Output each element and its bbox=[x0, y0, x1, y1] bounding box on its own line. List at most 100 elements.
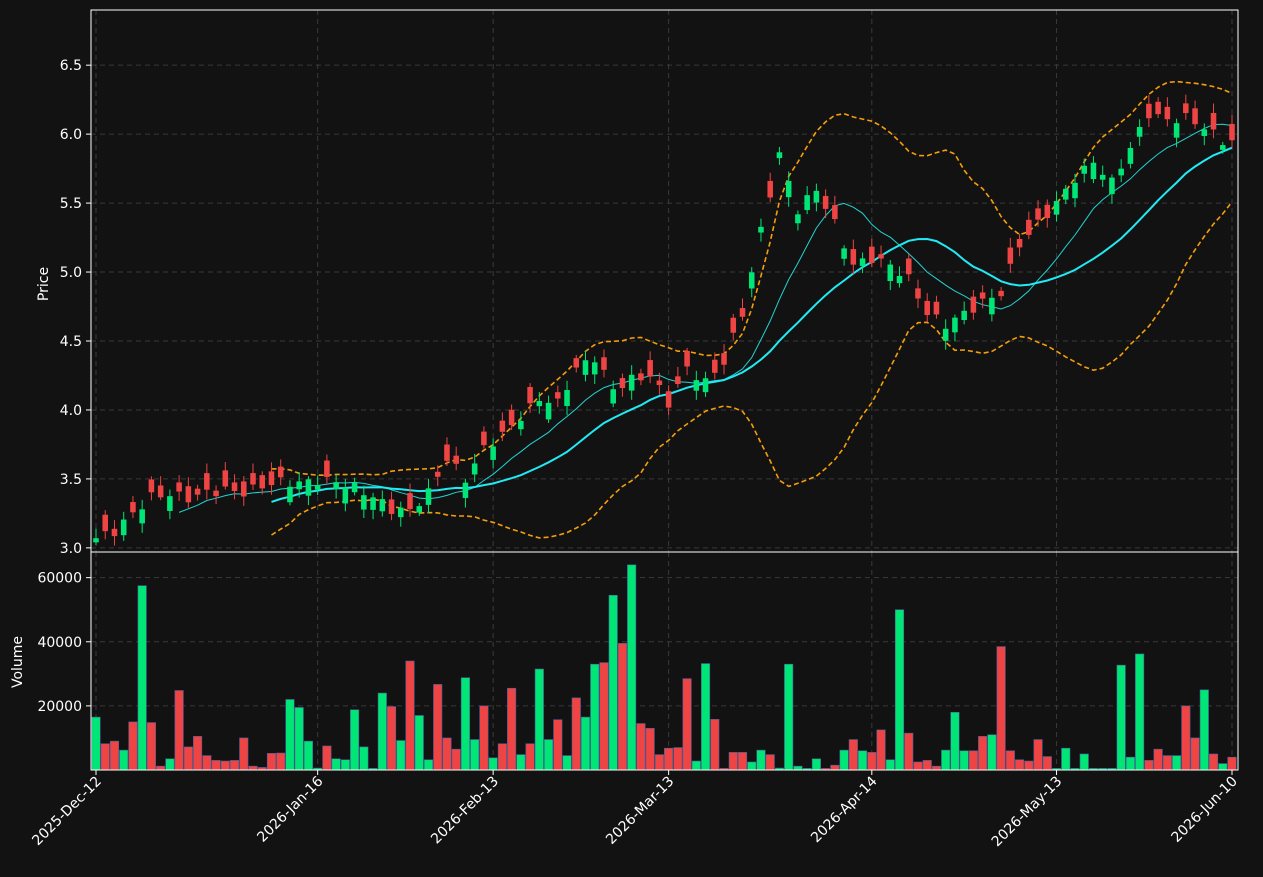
volume-tick-label: 60000 bbox=[37, 571, 82, 587]
candle bbox=[102, 510, 109, 540]
candle bbox=[361, 485, 367, 518]
candle-body bbox=[1109, 177, 1115, 195]
volume-bar bbox=[996, 646, 1006, 771]
candle-body bbox=[1081, 165, 1087, 174]
candle bbox=[896, 266, 903, 288]
candle-body bbox=[1219, 145, 1226, 150]
candle bbox=[194, 484, 201, 501]
candle-body bbox=[425, 488, 432, 505]
candle bbox=[213, 485, 219, 505]
candle-body bbox=[850, 249, 857, 265]
volume-bar bbox=[747, 761, 757, 771]
volume-bar bbox=[1162, 755, 1172, 771]
price-tick-label: 6.5 bbox=[60, 58, 82, 74]
volume-bar bbox=[1005, 750, 1015, 771]
volume-bar bbox=[1024, 760, 1034, 771]
volume-bar bbox=[377, 692, 387, 771]
candle bbox=[462, 478, 469, 508]
candle bbox=[1229, 114, 1235, 148]
price-tick-label: 4.0 bbox=[60, 403, 82, 419]
candle-body bbox=[167, 496, 173, 511]
candle bbox=[776, 146, 783, 165]
candle bbox=[222, 462, 229, 490]
candle bbox=[933, 295, 940, 319]
candle-body bbox=[813, 190, 820, 203]
candle-body bbox=[1044, 204, 1051, 219]
volume-bar bbox=[433, 684, 443, 771]
volume-bar bbox=[174, 690, 184, 771]
volume-bar bbox=[894, 609, 905, 771]
volume-bar bbox=[488, 757, 498, 771]
candle bbox=[1201, 123, 1208, 146]
candle bbox=[767, 172, 773, 203]
volume-bar bbox=[608, 594, 618, 771]
volume-bar bbox=[1015, 759, 1025, 771]
candle-body bbox=[296, 481, 302, 490]
volume-bar bbox=[673, 747, 683, 771]
candle-body bbox=[656, 380, 663, 386]
candle bbox=[148, 476, 155, 501]
volume-bar bbox=[479, 705, 489, 771]
candle-body bbox=[434, 471, 441, 477]
volume-bar bbox=[1181, 705, 1191, 771]
volume-bar bbox=[645, 728, 655, 771]
candle-body bbox=[564, 390, 570, 406]
candle bbox=[693, 370, 700, 400]
candle bbox=[536, 391, 543, 414]
volume-bar bbox=[460, 677, 470, 771]
candle bbox=[1118, 159, 1124, 183]
candle bbox=[416, 503, 423, 516]
candle-body bbox=[148, 479, 155, 493]
volume-bar bbox=[931, 765, 942, 771]
candle bbox=[111, 520, 118, 546]
volume-bar bbox=[1172, 755, 1182, 771]
candle-body bbox=[628, 374, 635, 391]
volume-bar bbox=[784, 663, 794, 771]
candle bbox=[1026, 211, 1032, 240]
candle-body bbox=[915, 288, 921, 299]
volume-bar bbox=[1116, 664, 1126, 771]
candle-body bbox=[518, 420, 524, 430]
volume-tick-label: 40000 bbox=[37, 635, 82, 651]
volume-bar bbox=[1125, 756, 1135, 771]
candle bbox=[1044, 199, 1051, 228]
candle bbox=[573, 355, 580, 373]
candle bbox=[702, 371, 709, 397]
candle bbox=[481, 426, 487, 449]
candle bbox=[628, 365, 635, 400]
candle-body bbox=[545, 402, 552, 420]
volume-bar bbox=[1227, 756, 1237, 771]
candle-body bbox=[702, 378, 709, 393]
candle-body bbox=[665, 391, 672, 408]
candle-body bbox=[1062, 188, 1069, 200]
candle bbox=[555, 385, 561, 408]
candle bbox=[305, 476, 312, 506]
candle-body bbox=[324, 460, 330, 478]
candle-body bbox=[924, 300, 930, 316]
price-tick-label: 3.0 bbox=[60, 541, 82, 557]
volume-bar bbox=[451, 748, 461, 771]
volume-bar bbox=[285, 699, 295, 771]
candle bbox=[979, 285, 986, 309]
candle-body bbox=[1016, 238, 1023, 248]
volume-bar bbox=[710, 719, 720, 771]
candle-body bbox=[1118, 168, 1124, 176]
candle-body bbox=[444, 444, 450, 461]
volume-bar bbox=[350, 709, 360, 771]
volume-bar bbox=[405, 660, 415, 771]
candle-body bbox=[120, 519, 127, 536]
candle bbox=[1183, 94, 1189, 120]
volume-bar bbox=[839, 749, 849, 771]
volume-bar bbox=[830, 764, 840, 771]
volume-bar bbox=[1190, 737, 1200, 771]
volume-bar bbox=[239, 737, 249, 771]
candle-body bbox=[204, 473, 210, 490]
candle bbox=[277, 459, 284, 486]
candle bbox=[139, 499, 145, 533]
candle-body bbox=[481, 431, 487, 446]
candle bbox=[712, 352, 718, 380]
volume-bar bbox=[202, 755, 212, 771]
candle bbox=[952, 314, 958, 342]
volume-bar bbox=[1042, 756, 1052, 771]
volume-bar bbox=[793, 765, 803, 771]
